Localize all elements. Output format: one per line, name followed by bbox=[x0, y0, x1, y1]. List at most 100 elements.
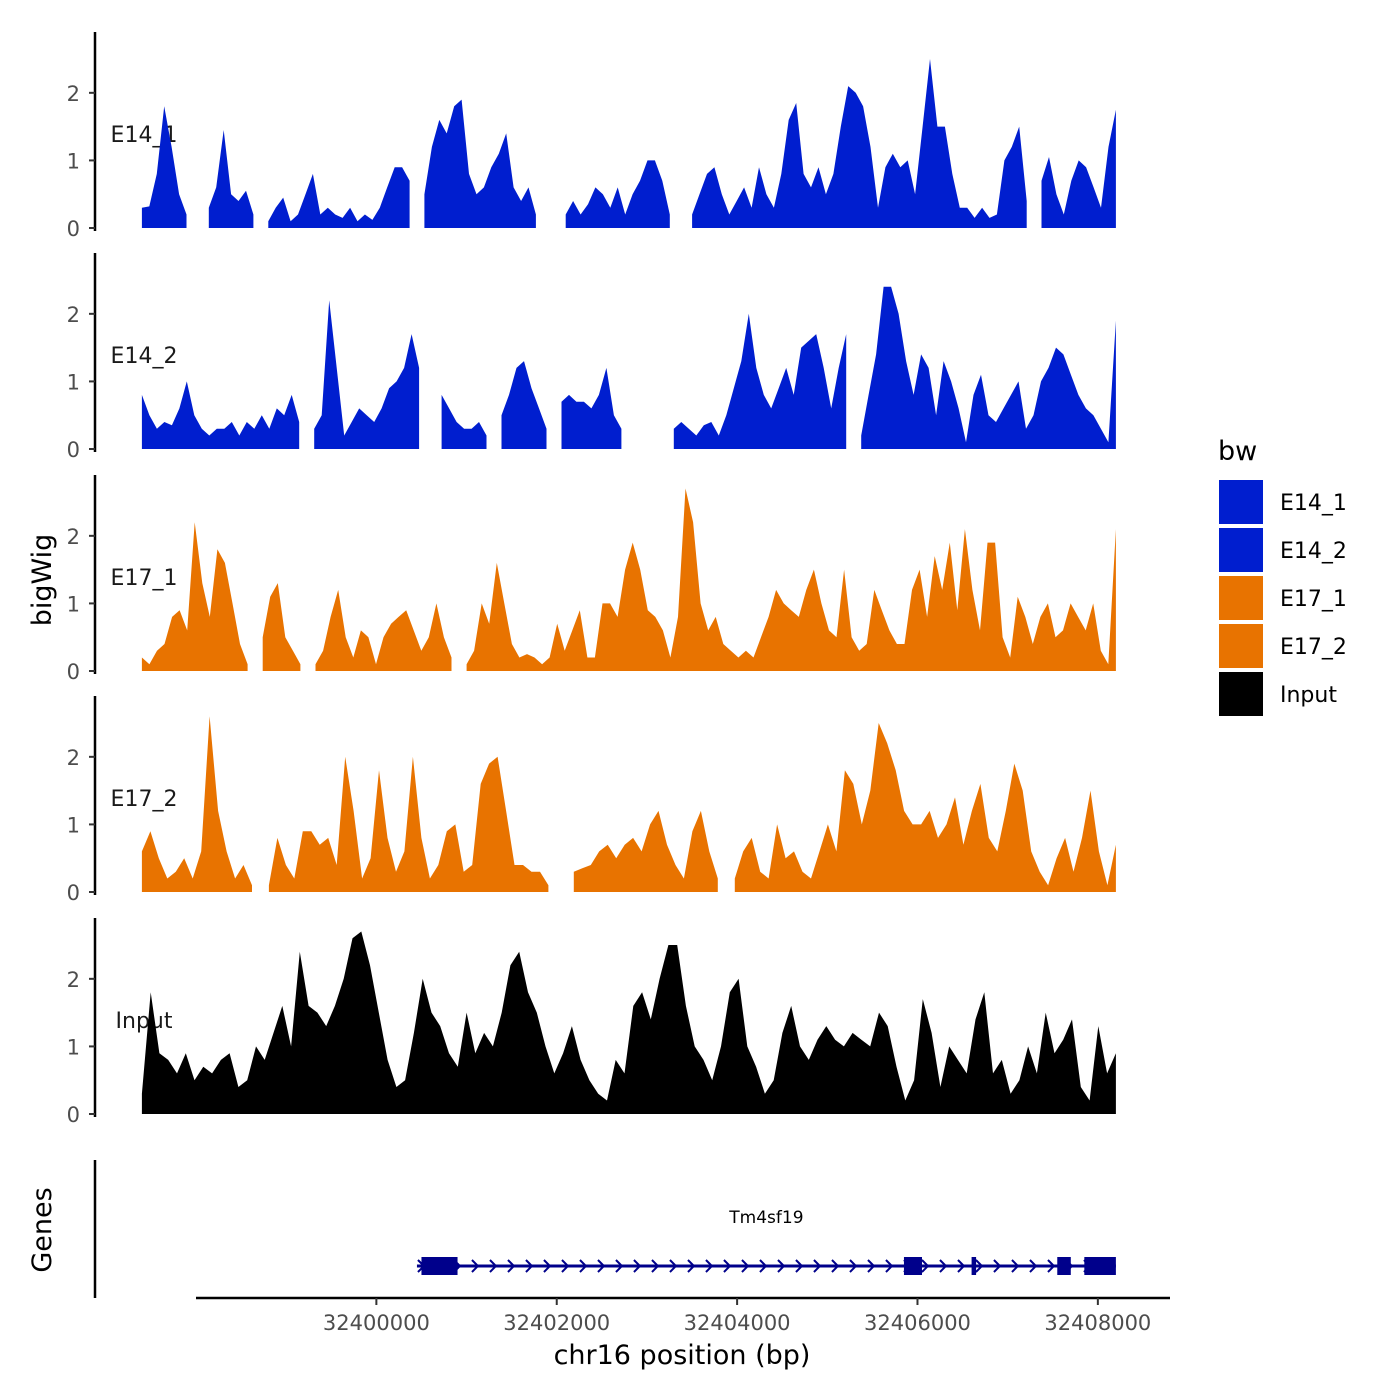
strand-arrow bbox=[633, 1259, 642, 1273]
signal-area-E17_2-1 bbox=[268, 756, 549, 892]
legend: bw E14_1 E14_2 E17_1 E17_2 Input bbox=[1218, 436, 1347, 716]
y-tick-label: 1 bbox=[67, 813, 80, 837]
exon-5 bbox=[1084, 1257, 1116, 1275]
strand-arrow bbox=[561, 1259, 570, 1273]
signal-area-E14_1-6 bbox=[1041, 109, 1116, 228]
y-tick-label: 1 bbox=[67, 1035, 80, 1059]
track-E17_2: 0 1 2 E17_2 bbox=[67, 696, 1116, 905]
track-Input: 0 1 2 Input bbox=[67, 918, 1116, 1127]
signal-area-E17_2-3 bbox=[734, 723, 1116, 892]
signal-area-E14_2-4 bbox=[561, 367, 622, 449]
signal-area-E14_1-5 bbox=[692, 59, 1027, 228]
strand-arrow bbox=[597, 1259, 606, 1273]
strand-arrow bbox=[993, 1259, 1002, 1273]
strand-arrow bbox=[543, 1259, 552, 1273]
signal-area-E17_1-2 bbox=[315, 589, 452, 671]
legend-swatch-E14_1 bbox=[1219, 480, 1263, 524]
signal-area-E14_1-4 bbox=[565, 160, 670, 228]
y-tick-label: 2 bbox=[67, 746, 80, 770]
signal-area-E17_1-0 bbox=[141, 522, 248, 671]
y-tick-label: 1 bbox=[67, 370, 80, 394]
signal-area-E14_2-0 bbox=[141, 381, 300, 449]
strand-arrow bbox=[705, 1259, 714, 1273]
x-tick-label: 32404000 bbox=[684, 1311, 791, 1335]
y-tick-label: 0 bbox=[67, 660, 80, 684]
x-axis: 32400000 32402000 32404000 32406000 32408000 bbox=[196, 1296, 1170, 1335]
strand-arrow bbox=[849, 1259, 858, 1273]
y-tick-label: 1 bbox=[67, 149, 80, 173]
y-tick-label: 0 bbox=[67, 438, 80, 462]
signal-area-E14_2-6 bbox=[861, 286, 1116, 449]
track-label: Input bbox=[116, 1009, 173, 1034]
signal-area-E17_2-2 bbox=[573, 810, 718, 892]
strand-arrow bbox=[489, 1259, 498, 1273]
exon-4 bbox=[1057, 1257, 1071, 1275]
signal-area-E17_2-0 bbox=[141, 716, 252, 892]
strand-arrow bbox=[615, 1259, 624, 1273]
track-label: E17_2 bbox=[111, 787, 178, 812]
track-label: E14_2 bbox=[111, 344, 178, 369]
y-tick-label: 2 bbox=[67, 525, 80, 549]
strand-arrow bbox=[507, 1259, 516, 1273]
legend-swatch-E17_2 bbox=[1219, 624, 1263, 668]
strand-arrow bbox=[759, 1259, 768, 1273]
signal-area-E14_1-2 bbox=[268, 167, 410, 228]
y-tick-label: 2 bbox=[67, 303, 80, 327]
y-axis-title: bigWig bbox=[27, 534, 58, 627]
strand-arrow bbox=[579, 1259, 588, 1273]
legend-title: bw bbox=[1218, 436, 1257, 467]
strand-arrow bbox=[1011, 1259, 1020, 1273]
y-tick-label: 2 bbox=[67, 968, 80, 992]
x-tick-label: 32400000 bbox=[323, 1311, 430, 1335]
gene-axis-title: Genes bbox=[27, 1187, 58, 1272]
legend-swatch-E17_1 bbox=[1219, 576, 1263, 620]
strand-arrow bbox=[1047, 1259, 1056, 1273]
strand-arrow bbox=[921, 1259, 930, 1273]
legend-label-Input: Input bbox=[1280, 683, 1337, 708]
strand-arrow bbox=[525, 1259, 534, 1273]
legend-label-E17_2: E17_2 bbox=[1280, 635, 1347, 660]
y-tick-label: 1 bbox=[67, 592, 80, 616]
x-tick-label: 32406000 bbox=[864, 1311, 971, 1335]
y-tick-label: 0 bbox=[67, 881, 80, 905]
strand-arrow bbox=[795, 1259, 804, 1273]
track-E17_1: 0 1 2 E17_1 bbox=[67, 475, 1116, 684]
signal-area-E14_2-3 bbox=[501, 361, 547, 449]
strand-arrow bbox=[939, 1259, 948, 1273]
exon-1 bbox=[421, 1257, 458, 1275]
signal-area-E14_1-1 bbox=[208, 130, 254, 228]
legend-label-E17_1: E17_1 bbox=[1280, 587, 1347, 612]
strand-arrow bbox=[867, 1259, 876, 1273]
legend-swatch-Input bbox=[1219, 672, 1263, 716]
gene-panel: Tm4sf19 bbox=[93, 1160, 1116, 1298]
signal-area-E14_2-5 bbox=[673, 313, 847, 449]
signal-area-E17_1-1 bbox=[262, 583, 301, 671]
y-tick-label: 0 bbox=[67, 1103, 80, 1127]
strand-arrow bbox=[813, 1259, 822, 1273]
strand-arrow bbox=[687, 1259, 696, 1273]
gene-name-label: Tm4sf19 bbox=[728, 1208, 803, 1228]
track-label: E17_1 bbox=[111, 566, 178, 591]
x-axis-title: chr16 position (bp) bbox=[554, 1340, 811, 1371]
legend-label-E14_2: E14_2 bbox=[1280, 539, 1347, 564]
y-tick-label: 2 bbox=[67, 82, 80, 106]
strand-arrow bbox=[777, 1259, 786, 1273]
strand-arrow bbox=[669, 1259, 678, 1273]
track-E14_2: 0 1 2 E14_2 bbox=[67, 253, 1116, 462]
y-tick-label: 0 bbox=[67, 217, 80, 241]
x-tick-label: 32402000 bbox=[503, 1311, 610, 1335]
strand-arrow bbox=[741, 1259, 750, 1273]
strand-arrow bbox=[723, 1259, 732, 1273]
strand-arrow bbox=[1029, 1259, 1038, 1273]
exon-3 bbox=[971, 1257, 977, 1275]
signal-area-E14_2-2 bbox=[441, 394, 487, 449]
strand-arrow bbox=[651, 1259, 660, 1273]
strand-arrow bbox=[957, 1259, 966, 1273]
strand-arrow bbox=[975, 1259, 984, 1273]
legend-label-E14_1: E14_1 bbox=[1280, 491, 1347, 516]
legend-swatch-E14_2 bbox=[1219, 528, 1263, 572]
signal-area-E14_1-0 bbox=[141, 106, 187, 228]
